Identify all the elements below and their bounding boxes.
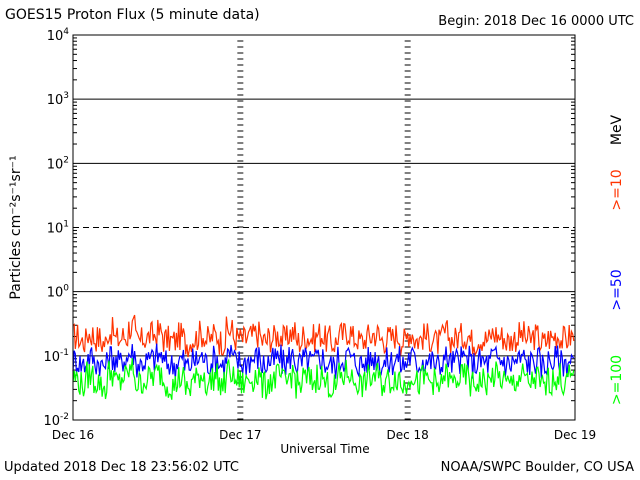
series-line-1 bbox=[72, 343, 575, 380]
y-tick-label: 103 bbox=[47, 91, 69, 108]
y-tick-labels: 10-2 10-1 100 101 102 103 104 bbox=[43, 27, 69, 429]
plot-frame bbox=[72, 34, 576, 421]
x-tick-label: Dec 18 bbox=[387, 428, 429, 442]
legend-units-label: MeV bbox=[609, 114, 625, 145]
begin-time: Begin: 2018 Dec 16 0000 UTC bbox=[438, 14, 634, 29]
legend: MeV >=10 >=50 >=100 bbox=[609, 114, 625, 405]
x-tick-label: Dec 17 bbox=[219, 428, 261, 442]
updated-timestamp: Updated 2018 Dec 18 23:56:02 UTC bbox=[4, 460, 239, 475]
legend-item: >=100 bbox=[609, 355, 625, 405]
grid-layer bbox=[73, 37, 575, 420]
legend-item: >=10 bbox=[609, 169, 625, 210]
series-line-2 bbox=[72, 358, 575, 400]
y-tick-label: 104 bbox=[47, 27, 70, 44]
series-layer bbox=[72, 314, 575, 400]
y-axis-label: Particles cm⁻²s⁻¹sr⁻¹ bbox=[8, 155, 24, 299]
x-axis-label: Universal Time bbox=[280, 442, 370, 456]
y-tick-label: 100 bbox=[47, 284, 70, 301]
y-tick-label: 101 bbox=[47, 220, 69, 237]
chart-title: GOES15 Proton Flux (5 minute data) bbox=[5, 7, 260, 23]
y-tick-label: 10-1 bbox=[43, 348, 69, 365]
y-tick-label: 10-2 bbox=[43, 412, 69, 429]
y-tick-label: 102 bbox=[47, 155, 69, 172]
x-tick-labels: Dec 16 Dec 17 Dec 18 Dec 19 bbox=[52, 428, 596, 442]
x-tick-label: Dec 19 bbox=[554, 428, 596, 442]
credit-text: NOAA/SWPC Boulder, CO USA bbox=[440, 460, 634, 475]
legend-item: >=50 bbox=[609, 269, 625, 310]
x-tick-label: Dec 16 bbox=[52, 428, 94, 442]
